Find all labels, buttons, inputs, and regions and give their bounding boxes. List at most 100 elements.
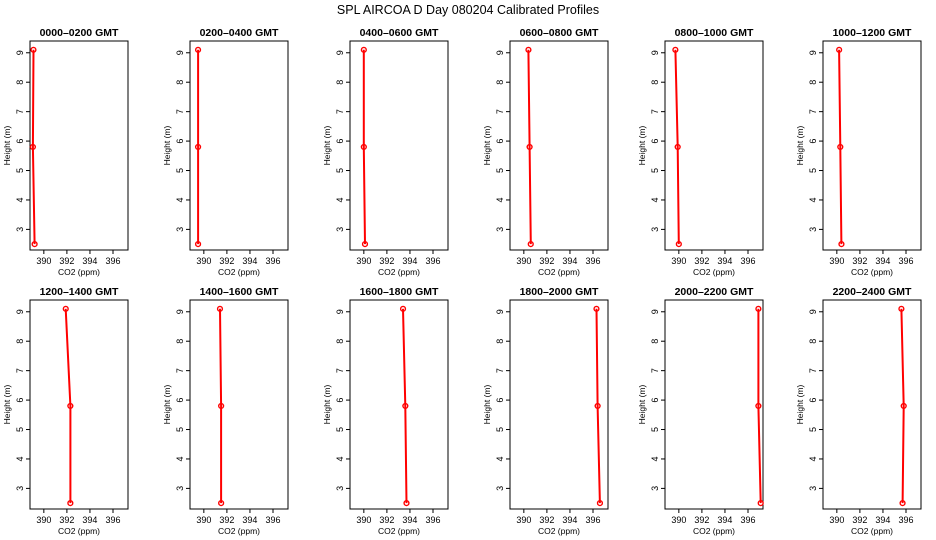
- profile-point: [218, 402, 225, 410]
- panel-title: 0800–1000 GMT: [675, 27, 754, 39]
- y-tick-label: 7: [175, 109, 185, 114]
- y-axis-label: Height (m): [795, 385, 805, 425]
- profile-point: [900, 402, 907, 410]
- profile-point: [899, 500, 906, 507]
- profile-point: [525, 46, 532, 53]
- y-tick-label: 7: [808, 109, 818, 114]
- plot-frame: [822, 40, 922, 251]
- y-tick-label: 4: [175, 456, 185, 461]
- x-axis-label: CO2 (ppm): [851, 526, 893, 536]
- y-tick-label: 5: [175, 168, 185, 173]
- y-tick-label: 5: [175, 427, 185, 432]
- y-tick-label: 9: [650, 309, 660, 314]
- y-tick-label: 6: [175, 398, 185, 403]
- profile-point: [596, 500, 604, 507]
- y-tick-label: 8: [335, 80, 345, 85]
- y-tick-label: 7: [650, 109, 660, 114]
- profile-point: [194, 46, 202, 53]
- profile-line: [838, 49, 843, 245]
- profile-panel: 0200–0400 GMT 390 392 394 396 3 4 5 6 7 8 9 CO2 (ppm…: [162, 27, 289, 277]
- panel-title: 2000–2200 GMT: [675, 286, 754, 298]
- y-tick-label: 7: [15, 109, 25, 114]
- y-axis-label: Height (m): [637, 385, 647, 425]
- x-tick-label: 390: [829, 515, 844, 525]
- panel-title: 1800–2000 GMT: [520, 286, 599, 298]
- x-tick-label: 396: [265, 515, 280, 525]
- profile-point: [218, 500, 225, 507]
- x-tick-label: 394: [562, 256, 577, 266]
- y-tick-label: 3: [175, 227, 185, 232]
- x-tick-label: 396: [740, 515, 755, 525]
- plot-frame: [349, 299, 449, 510]
- profile-line: [64, 308, 72, 504]
- y-tick-label: 3: [175, 486, 185, 491]
- profile-point: [838, 241, 845, 248]
- y-tick-label: 6: [15, 139, 25, 144]
- plot-frame: [29, 40, 129, 251]
- y-tick-label: 9: [808, 50, 818, 55]
- y-tick-label: 4: [808, 197, 818, 202]
- panel-title: 2200–2400 GMT: [833, 286, 912, 298]
- x-tick-label: 390: [356, 256, 371, 266]
- y-tick-label: 9: [495, 309, 505, 314]
- profile-line: [674, 49, 680, 245]
- x-tick-label: 392: [59, 256, 74, 266]
- y-tick-label: 3: [335, 486, 345, 491]
- y-tick-label: 8: [175, 339, 185, 344]
- profile-point: [216, 305, 224, 312]
- x-tick-label: 392: [694, 515, 709, 525]
- y-tick-label: 9: [335, 50, 345, 55]
- y-tick-label: 4: [335, 456, 345, 461]
- profile-panel: 0600–0800 GMT 390 392 394 396 3 4 5 6 7 8 9 CO2 (ppm…: [482, 27, 609, 277]
- y-tick-label: 3: [650, 486, 660, 491]
- profile-line: [757, 308, 762, 504]
- profile-panel: 0400–0600 GMT 390 392 394 396 3 4 5 6 7 8 9 CO2 (ppm…: [322, 27, 449, 277]
- profile-line: [527, 49, 532, 245]
- y-tick-label: 5: [495, 427, 505, 432]
- x-tick-label: 394: [242, 515, 257, 525]
- y-tick-label: 9: [335, 309, 345, 314]
- plot-frame: [509, 299, 609, 510]
- y-tick-label: 6: [495, 139, 505, 144]
- x-tick-label: 390: [516, 515, 531, 525]
- profile-point: [194, 241, 202, 248]
- profile-panel: 1200–1400 GMT 390 392 394 396 3 4 5 6 7 8 9 CO2 (ppm…: [2, 286, 129, 536]
- y-axis-label: Height (m): [482, 385, 492, 425]
- x-axis-label: CO2 (ppm): [58, 267, 100, 277]
- y-tick-label: 8: [495, 339, 505, 344]
- y-axis-label: Height (m): [162, 385, 172, 425]
- y-tick-label: 8: [175, 80, 185, 85]
- y-tick-label: 3: [15, 227, 25, 232]
- x-axis-label: CO2 (ppm): [538, 526, 580, 536]
- y-tick-label: 3: [335, 227, 345, 232]
- y-tick-label: 7: [808, 368, 818, 373]
- y-tick-label: 8: [495, 80, 505, 85]
- x-tick-label: 390: [196, 256, 211, 266]
- y-tick-label: 8: [335, 339, 345, 344]
- y-tick-label: 5: [495, 168, 505, 173]
- y-tick-label: 8: [808, 339, 818, 344]
- y-tick-label: 9: [808, 309, 818, 314]
- y-tick-label: 3: [808, 486, 818, 491]
- profile-line: [219, 308, 223, 504]
- y-tick-label: 5: [335, 168, 345, 173]
- x-tick-label: 396: [265, 256, 280, 266]
- y-axis-label: Height (m): [482, 126, 492, 166]
- y-tick-label: 7: [495, 368, 505, 373]
- panel-title: 1200–1400 GMT: [40, 286, 119, 298]
- y-tick-label: 6: [15, 398, 25, 403]
- plot-frame: [189, 40, 289, 251]
- profile-point: [67, 500, 74, 507]
- x-axis-label: CO2 (ppm): [538, 267, 580, 277]
- y-tick-label: 6: [650, 398, 660, 403]
- profile-point: [194, 143, 202, 151]
- y-tick-label: 7: [335, 109, 345, 114]
- plot-frame: [189, 299, 289, 510]
- y-tick-label: 7: [335, 368, 345, 373]
- profile-point: [67, 402, 74, 410]
- panel-title: 1400–1600 GMT: [200, 286, 279, 298]
- y-tick-label: 8: [650, 80, 660, 85]
- y-tick-label: 6: [650, 139, 660, 144]
